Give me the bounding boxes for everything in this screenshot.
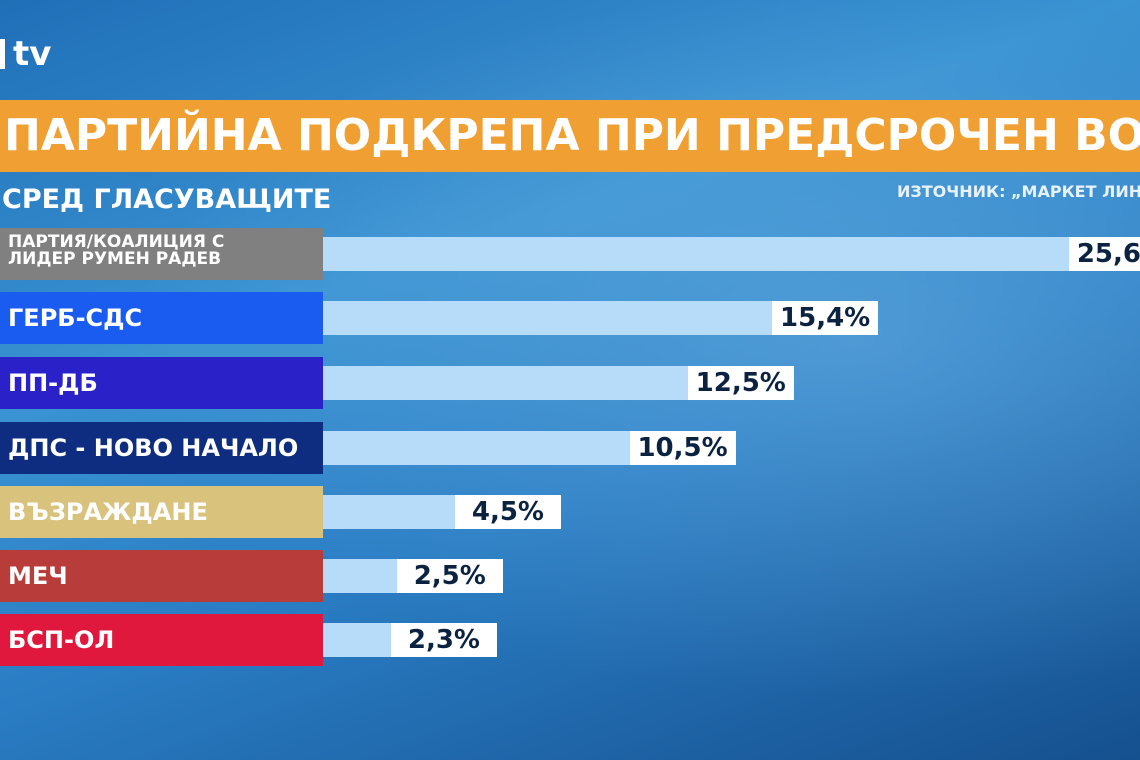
title-banner: ПАРТИЙНА ПОДКРЕПА ПРИ ПРЕДСРОЧЕН ВОТ	[0, 100, 1140, 172]
bar-row: 2,5% МЕЧ	[0, 550, 1140, 602]
logo-text: tv	[13, 34, 52, 74]
value-label: 12,5%	[687, 366, 794, 400]
chart-subtitle: СРЕД ГЛАСУВАЩИТЕ	[2, 184, 332, 215]
bar-row: 4,5% ВЪЗРАЖДАНЕ	[0, 486, 1140, 538]
channel-logo: tv	[0, 34, 51, 74]
bar-row: 12,5% ПП-ДБ	[0, 357, 1140, 409]
value-label: 10,5%	[629, 431, 736, 465]
category-label: БСП-ОЛ	[0, 614, 323, 666]
bar-row: 2,3% БСП-ОЛ	[0, 614, 1140, 666]
category-label: МЕЧ	[0, 550, 323, 602]
category-label: ПП-ДБ	[0, 357, 323, 409]
value-label: 15,4%	[772, 301, 879, 335]
source-label: ИЗТОЧНИК: „МАРКЕТ ЛИН	[897, 182, 1140, 201]
value-label: 25,6%	[1068, 237, 1140, 271]
value-label: 2,5%	[396, 559, 503, 593]
value-label: 4,5%	[454, 495, 561, 529]
bar	[323, 237, 1140, 271]
category-label: ГЕРБ-СДС	[0, 292, 323, 344]
category-label: ВЪЗРАЖДАНЕ	[0, 486, 323, 538]
bar-row: 25,6% ПАРТИЯ/КОАЛИЦИЯ С ЛИДЕР РУМЕН РАДЕВ	[0, 228, 1140, 280]
bar-row: 15,4% ГЕРБ-СДС	[0, 292, 1140, 344]
bar-row: 10,5% ДПС - НОВО НАЧАЛО	[0, 422, 1140, 474]
chart-title: ПАРТИЙНА ПОДКРЕПА ПРИ ПРЕДСРОЧЕН ВОТ	[4, 110, 1140, 161]
category-label: ПАРТИЯ/КОАЛИЦИЯ С ЛИДЕР РУМЕН РАДЕВ	[0, 228, 323, 280]
category-label: ДПС - НОВО НАЧАЛО	[0, 422, 323, 474]
value-label: 2,3%	[390, 623, 497, 657]
